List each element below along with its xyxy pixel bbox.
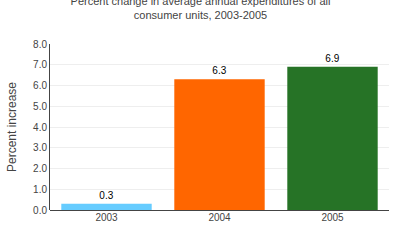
svg-text:8.0: 8.0 <box>33 39 47 50</box>
svg-text:0.0: 0.0 <box>33 205 47 216</box>
svg-text:2.0: 2.0 <box>33 163 47 174</box>
svg-text:6.0: 6.0 <box>33 80 47 91</box>
svg-text:6.3: 6.3 <box>212 65 226 76</box>
svg-text:2004: 2004 <box>208 212 231 223</box>
svg-text:Percent change in average annu: Percent change in average annual expendi… <box>71 0 331 21</box>
svg-text:1.0: 1.0 <box>33 184 47 195</box>
svg-text:2005: 2005 <box>321 212 344 223</box>
svg-text:6.9: 6.9 <box>325 53 339 64</box>
svg-text:0.3: 0.3 <box>99 190 113 201</box>
svg-text:3.0: 3.0 <box>33 142 47 153</box>
svg-text:7.0: 7.0 <box>33 59 47 70</box>
svg-text:Percent increase: Percent increase <box>5 82 19 172</box>
svg-text:4.0: 4.0 <box>33 122 47 133</box>
svg-text:2003: 2003 <box>95 212 118 223</box>
svg-text:5.0: 5.0 <box>33 101 47 112</box>
